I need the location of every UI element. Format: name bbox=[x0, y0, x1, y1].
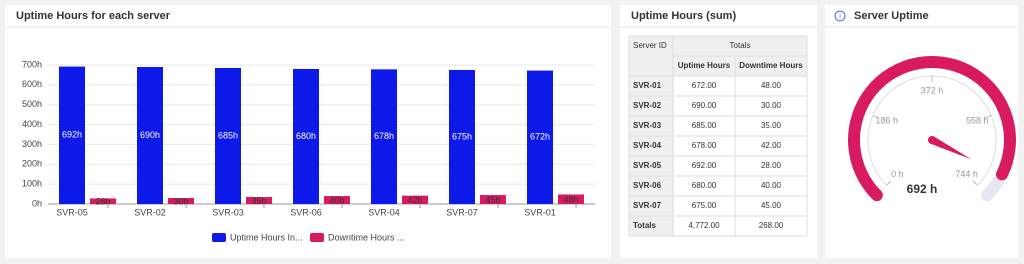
x-tick-label: SVR-06 bbox=[290, 207, 322, 217]
gauge-tick bbox=[872, 115, 879, 119]
table-cell bbox=[734, 215, 808, 237]
table-cell-text: 40.00 bbox=[761, 181, 782, 190]
table-cell-text: 675.00 bbox=[692, 201, 717, 210]
data-label: 680h bbox=[296, 131, 316, 141]
gauge-value-arc bbox=[848, 56, 1016, 202]
data-label: 45h bbox=[485, 195, 500, 205]
bar bbox=[215, 67, 241, 204]
table-cell-text: 672.00 bbox=[692, 81, 717, 90]
gauge-tick bbox=[985, 115, 992, 119]
bar bbox=[59, 66, 85, 205]
gauge-value-label: 692 h bbox=[907, 182, 938, 196]
y-tick-label: 200h bbox=[22, 159, 42, 169]
bar bbox=[137, 66, 163, 204]
legend-label: Uptime Hours In... bbox=[230, 232, 303, 242]
gauge-tick bbox=[972, 180, 978, 186]
table-cell-text: 4,772.00 bbox=[688, 221, 720, 230]
data-label: 692h bbox=[62, 130, 82, 140]
table-cell-text: 692.00 bbox=[692, 161, 717, 170]
panel-title: Server Uptime bbox=[854, 10, 929, 22]
legend-swatch bbox=[310, 233, 324, 242]
gauge-tick-label: 186 h bbox=[875, 116, 898, 126]
bar bbox=[90, 198, 116, 204]
data-label: 42h bbox=[407, 195, 422, 205]
table-header: Totals bbox=[730, 41, 751, 50]
y-tick-label: 500h bbox=[22, 99, 42, 109]
data-label: 35h bbox=[251, 196, 266, 206]
table-cell-text: SVR-01 bbox=[633, 81, 662, 90]
table-cell-text: 35.00 bbox=[761, 121, 782, 130]
data-label: 672h bbox=[530, 132, 550, 142]
y-tick-label: 400h bbox=[22, 119, 42, 129]
panel-title: Uptime Hours for each server bbox=[16, 10, 171, 22]
table-cell-text: 28.00 bbox=[761, 161, 782, 170]
table-cell-text: Totals bbox=[633, 221, 657, 230]
bar bbox=[246, 197, 272, 204]
table-cell-text: 45.00 bbox=[761, 201, 782, 210]
bar bbox=[402, 195, 428, 204]
data-label: 685h bbox=[218, 130, 238, 140]
table-cell-text: 30.00 bbox=[761, 101, 782, 110]
x-tick-label: SVR-07 bbox=[446, 207, 478, 217]
table-cell-text: 48.00 bbox=[761, 81, 782, 90]
data-label: 40h bbox=[329, 195, 344, 205]
bar bbox=[558, 194, 584, 204]
table-cell-text: SVR-06 bbox=[633, 181, 662, 190]
data-label: 675h bbox=[452, 131, 472, 141]
gauge-hub bbox=[928, 136, 936, 144]
table-subheader: Downtime Hours bbox=[739, 61, 803, 70]
table-cell-text: SVR-02 bbox=[633, 101, 662, 110]
y-tick-label: 100h bbox=[22, 179, 42, 189]
data-label: 28h bbox=[95, 197, 110, 207]
info-icon-glyph: i bbox=[839, 13, 841, 20]
table-cell-text: 685.00 bbox=[692, 121, 717, 130]
x-tick-label: SVR-02 bbox=[134, 207, 166, 217]
y-tick-label: 300h bbox=[22, 139, 42, 149]
legend-swatch bbox=[212, 233, 226, 242]
info-icon[interactable] bbox=[834, 10, 846, 22]
y-tick-label: 0h bbox=[32, 198, 42, 208]
legend-label: Downtime Hours ... bbox=[328, 232, 405, 242]
table-cell-text: SVR-03 bbox=[633, 121, 662, 130]
table-cell-text: SVR-05 bbox=[633, 161, 662, 170]
gauge-tick bbox=[886, 180, 892, 186]
bar bbox=[324, 196, 350, 204]
bar bbox=[293, 68, 319, 204]
y-tick-label: 600h bbox=[22, 79, 42, 89]
table-header: Server ID bbox=[633, 41, 667, 50]
data-label: 690h bbox=[140, 130, 160, 140]
x-tick-label: SVR-05 bbox=[56, 207, 88, 217]
table-cell-text: 678.00 bbox=[692, 141, 717, 150]
gauge-tick-label: 372 h bbox=[921, 85, 944, 95]
data-label: 678h bbox=[374, 131, 394, 141]
data-label: 48h bbox=[563, 195, 578, 205]
bar bbox=[480, 195, 506, 204]
x-tick-label: SVR-04 bbox=[368, 207, 400, 217]
bar bbox=[371, 69, 397, 205]
x-tick-label: SVR-03 bbox=[212, 207, 244, 217]
table-cell-text: SVR-04 bbox=[633, 141, 662, 150]
table-cell-text: 690.00 bbox=[692, 101, 717, 110]
gauge-needle bbox=[930, 136, 972, 160]
table-cell bbox=[628, 35, 674, 77]
table-subheader: Uptime Hours bbox=[678, 61, 731, 70]
x-tick-label: SVR-01 bbox=[524, 207, 556, 217]
bar bbox=[527, 70, 553, 204]
bar bbox=[168, 198, 194, 204]
gauge-tick-label: 0 h bbox=[891, 169, 904, 179]
y-tick-label: 700h bbox=[22, 59, 42, 69]
table-cell-text: 42.00 bbox=[761, 141, 782, 150]
data-label: 30h bbox=[173, 196, 188, 206]
panel-title: Uptime Hours (sum) bbox=[631, 10, 736, 22]
gauge-tick-label: 558 h bbox=[966, 116, 989, 126]
table-cell-text: 268.00 bbox=[759, 221, 784, 230]
table-cell-text: SVR-07 bbox=[633, 201, 662, 210]
bar bbox=[449, 69, 475, 204]
gauge-tick-label: 744 h bbox=[955, 169, 978, 179]
table-cell-text: 680.00 bbox=[692, 181, 717, 190]
